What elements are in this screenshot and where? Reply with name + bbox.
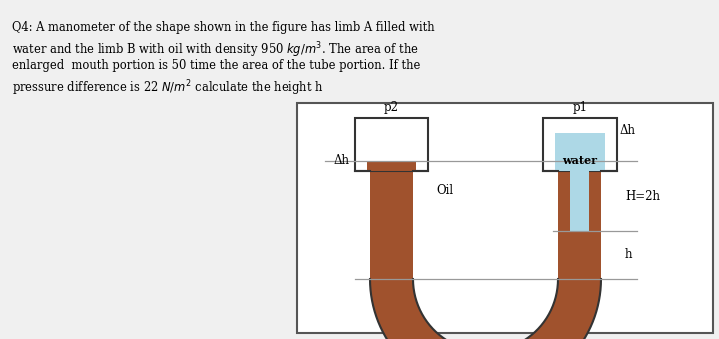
Text: p1: p1 [572, 101, 587, 114]
Text: Δh: Δh [334, 154, 350, 166]
Bar [570, 171, 589, 231]
Text: water: water [562, 156, 597, 166]
Text: enlarged  mouth portion is 50 time the area of the tube portion. If the: enlarged mouth portion is 50 time the ar… [12, 59, 421, 72]
Text: p2: p2 [384, 101, 399, 114]
Text: Δh: Δh [620, 123, 636, 137]
Bar [355, 118, 428, 171]
Bar [543, 118, 617, 171]
Bar [297, 103, 713, 333]
Text: Oil: Oil [436, 184, 453, 198]
Text: H=2h: H=2h [625, 190, 660, 202]
Text: water and the limb B with oil with density 950 $kg/m^3$. The area of the: water and the limb B with oil with densi… [12, 40, 419, 60]
Bar [555, 133, 605, 171]
Text: Q4: A manometer of the shape shown in the figure has limb A filled with: Q4: A manometer of the shape shown in th… [12, 21, 434, 34]
Bar [367, 161, 416, 171]
Text: h: h [625, 248, 633, 261]
Text: pressure difference is 22 $N/m^2$ calculate the height h: pressure difference is 22 $N/m^2$ calcul… [12, 78, 324, 98]
Polygon shape [370, 171, 601, 339]
